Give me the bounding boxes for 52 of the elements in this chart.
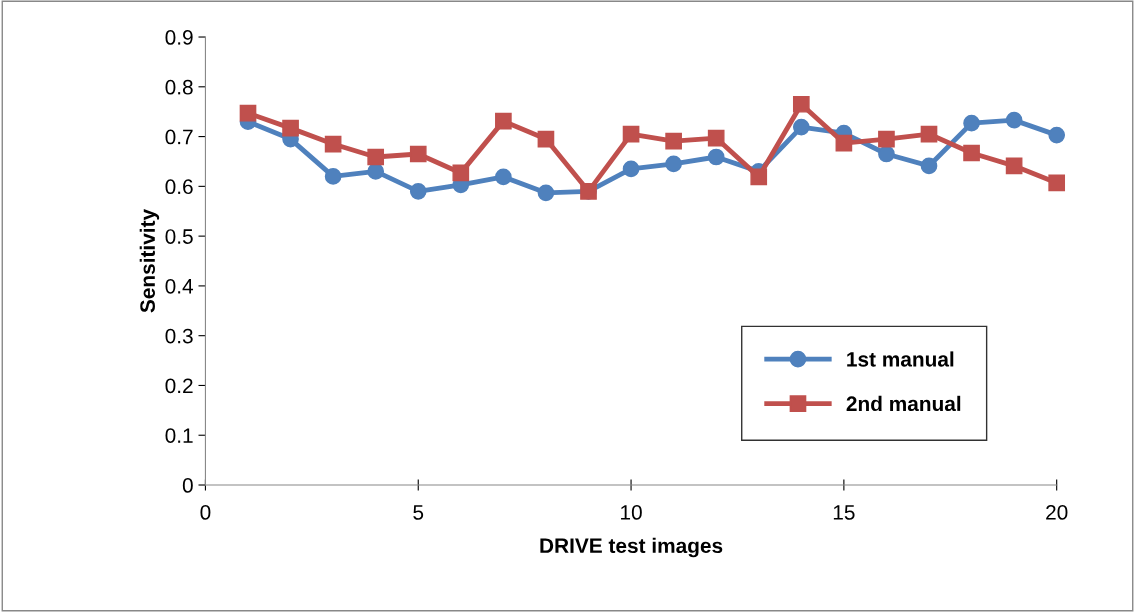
point <box>495 112 512 130</box>
point <box>409 145 427 163</box>
point <box>665 132 682 150</box>
point <box>367 163 385 180</box>
point <box>239 104 257 122</box>
point <box>324 168 342 185</box>
point <box>622 160 640 178</box>
y-tick-label: 0.4 <box>165 278 194 294</box>
point <box>622 125 640 143</box>
point <box>1005 157 1023 175</box>
point <box>537 184 555 202</box>
x-tick-label: 15 <box>833 505 855 520</box>
point <box>1048 126 1066 144</box>
point <box>452 164 470 182</box>
x-tick-label: 20 <box>1046 505 1068 520</box>
y-tick-label: 0.6 <box>165 179 193 195</box>
point <box>792 118 810 136</box>
y-tick-label: 0.1 <box>165 428 193 443</box>
point <box>792 95 810 113</box>
y-tick-label: 0.5 <box>165 229 193 244</box>
x-axis-title: DRIVE test images <box>540 537 723 558</box>
point <box>878 145 895 163</box>
point <box>963 114 980 132</box>
point <box>1005 111 1023 129</box>
y-tick-label: 0.7 <box>165 129 193 145</box>
point <box>878 130 895 148</box>
point <box>750 168 768 186</box>
point <box>282 119 299 137</box>
y-tick-label: 0 <box>182 478 193 493</box>
legend-label: 2nd manual <box>846 395 961 412</box>
point <box>920 157 938 175</box>
y-axis-title: Sensitivity <box>139 209 160 313</box>
point <box>665 155 682 173</box>
point <box>537 130 555 148</box>
point <box>367 148 385 166</box>
y-tick-label: 0.2 <box>165 378 193 394</box>
point <box>409 182 427 200</box>
y-tick-label: 0.8 <box>165 79 193 95</box>
point <box>835 134 853 152</box>
point <box>707 129 725 147</box>
y-tick-label: 0.3 <box>165 328 193 344</box>
point <box>1048 174 1066 192</box>
point <box>324 135 342 153</box>
point <box>920 125 938 143</box>
point <box>707 148 725 166</box>
x-tick-label: 0 <box>200 505 211 520</box>
x-tick-label: 5 <box>413 505 424 520</box>
point <box>495 168 512 186</box>
legend-label: 1st manual <box>847 351 954 367</box>
point <box>963 144 980 162</box>
y-tick-label: 0.9 <box>165 30 193 45</box>
x-tick-label: 10 <box>621 505 642 520</box>
